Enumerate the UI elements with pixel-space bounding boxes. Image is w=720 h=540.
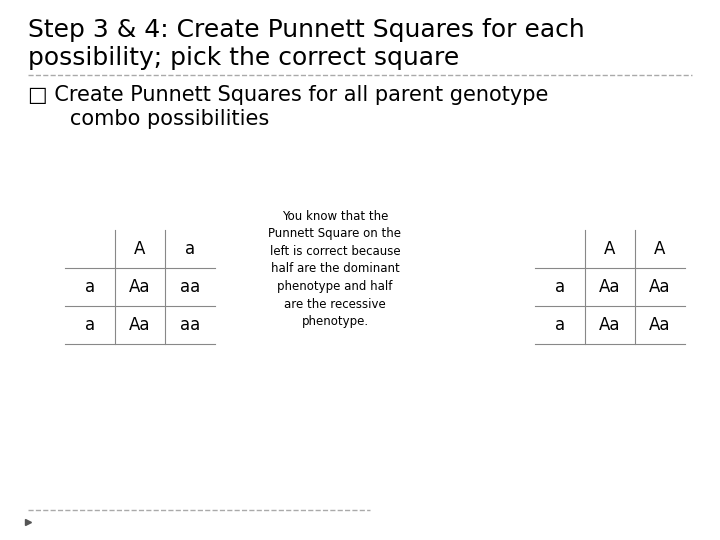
Text: combo possibilities: combo possibilities (50, 109, 269, 129)
Text: A: A (654, 240, 666, 258)
Text: Aa: Aa (130, 278, 150, 296)
Text: A: A (604, 240, 616, 258)
Text: aa: aa (180, 278, 200, 296)
Text: aa: aa (180, 316, 200, 334)
Text: possibility; pick the correct square: possibility; pick the correct square (28, 46, 459, 70)
Text: a: a (85, 316, 95, 334)
Text: a: a (85, 278, 95, 296)
Text: Aa: Aa (649, 278, 671, 296)
Text: a: a (555, 278, 565, 296)
Text: a: a (555, 316, 565, 334)
Text: A: A (135, 240, 145, 258)
Text: Aa: Aa (649, 316, 671, 334)
Text: Aa: Aa (599, 278, 621, 296)
Text: □ Create Punnett Squares for all parent genotype: □ Create Punnett Squares for all parent … (28, 85, 549, 105)
Text: Step 3 & 4: Create Punnett Squares for each: Step 3 & 4: Create Punnett Squares for e… (28, 18, 585, 42)
Text: a: a (185, 240, 195, 258)
Text: Aa: Aa (130, 316, 150, 334)
Text: Aa: Aa (599, 316, 621, 334)
Text: You know that the
Punnett Square on the
left is correct because
half are the dom: You know that the Punnett Square on the … (269, 210, 402, 328)
